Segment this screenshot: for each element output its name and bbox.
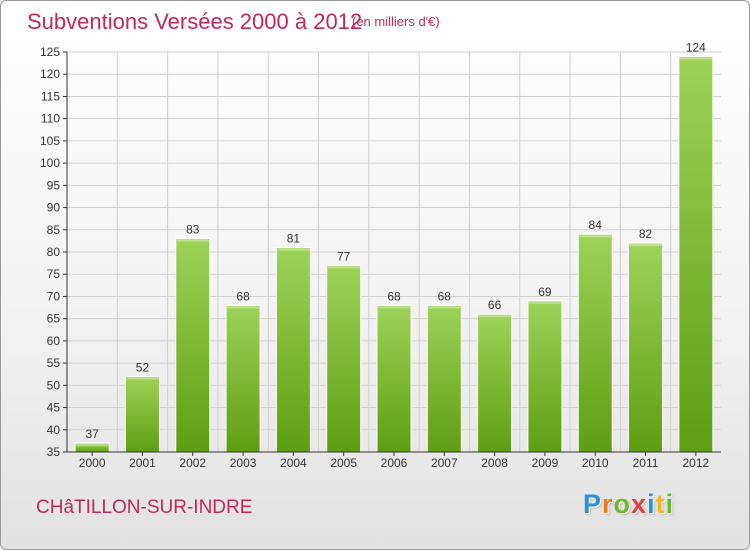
y-tick-label: 105 (40, 134, 60, 148)
x-tick-label-2012: 2012 (682, 456, 709, 470)
x-tick-label-2007: 2007 (431, 456, 458, 470)
bar-2011 (628, 242, 664, 453)
y-tick-label: 65 (47, 312, 61, 326)
bar-2007 (426, 304, 462, 453)
bar-highlight (579, 235, 612, 238)
logo-letter: t (655, 489, 666, 519)
bar-highlight (227, 306, 260, 309)
bar-highlight (76, 444, 109, 447)
y-tick-label: 80 (47, 245, 61, 259)
bar-highlight (277, 248, 310, 251)
x-tick-label-2005: 2005 (330, 456, 357, 470)
bar-2012 (678, 55, 714, 453)
x-tick-label-2001: 2001 (129, 456, 156, 470)
y-tick-label: 45 (47, 401, 61, 415)
bar-highlight (327, 266, 360, 269)
bar-2005 (326, 264, 362, 453)
y-tick-label: 100 (40, 156, 60, 170)
bar-2009 (527, 300, 563, 453)
data-label-2012: 124 (686, 40, 706, 54)
y-tick-label: 115 (41, 89, 60, 103)
logo-letter: i (665, 489, 675, 519)
bar-highlight (478, 315, 511, 318)
y-tick-label: 95 (47, 178, 61, 192)
data-label-2001: 52 (136, 360, 150, 374)
x-tick-label-2008: 2008 (481, 456, 508, 470)
data-label-2005: 77 (337, 249, 351, 263)
data-label-2008: 66 (488, 298, 502, 312)
x-axis-tick-labels: 2000 2001 2002 2003 2004 2005 2006 2007 2008 2009… (79, 456, 710, 470)
bar-2001 (124, 375, 160, 453)
bar-2002 (175, 238, 211, 453)
data-label-2003: 68 (236, 289, 250, 303)
data-label-2011: 82 (639, 227, 653, 241)
bar-highlight (679, 57, 712, 60)
logo-letter: i (647, 489, 656, 519)
bar-2003 (225, 304, 261, 453)
y-tick-label: 35 (47, 445, 61, 459)
y-tick-label: 60 (47, 334, 61, 348)
bar-highlight (176, 239, 209, 242)
bar-2004 (275, 247, 311, 453)
x-tick-label-2000: 2000 (79, 456, 106, 470)
data-label-2004: 81 (287, 232, 301, 246)
y-tick-label: 125 (40, 45, 60, 59)
bar-2010 (577, 233, 613, 453)
x-tick-label-2002: 2002 (179, 456, 206, 470)
data-label-2009: 69 (538, 285, 552, 299)
proxiti-logo: Proxiti (583, 489, 674, 520)
chart-subtitle: (en milliers d'€) (352, 14, 440, 29)
y-tick-label: 70 (47, 289, 61, 303)
bar-highlight (528, 301, 561, 304)
data-label-2010: 84 (589, 218, 603, 232)
data-label-2007: 68 (438, 289, 452, 303)
data-label-2006: 68 (387, 289, 401, 303)
y-tick-label: 50 (47, 378, 61, 392)
logo-letter: o (613, 489, 632, 519)
bar-highlight (629, 244, 662, 247)
axes (63, 51, 721, 456)
data-label-2002: 83 (186, 223, 200, 237)
bar-highlight (428, 306, 461, 309)
y-tick-label: 120 (40, 67, 60, 81)
bar-highlight (378, 306, 410, 309)
y-tick-label: 110 (41, 112, 60, 126)
logo-letter: r (602, 489, 614, 519)
logo-letter: P (583, 489, 603, 519)
city-name: CHâTILLON-SUR-INDRE (36, 497, 253, 518)
data-label-2000: 37 (85, 427, 99, 441)
x-tick-label-2006: 2006 (381, 456, 408, 470)
bar-2008 (477, 313, 513, 453)
y-tick-label: 55 (47, 356, 61, 370)
bar-highlight (126, 377, 159, 380)
bar-2006 (376, 304, 412, 453)
logo-letter: x (631, 489, 648, 519)
y-tick-label: 40 (47, 423, 61, 437)
x-tick-label-2010: 2010 (582, 456, 609, 470)
y-tick-label: 75 (47, 267, 61, 281)
chart-title: Subventions Versées 2000 à 2012 (27, 9, 363, 34)
y-tick-label: 90 (47, 201, 61, 215)
y-tick-label: 85 (47, 223, 61, 237)
bars (74, 55, 714, 453)
data-labels: 37 52 83 68 81 77 68 68 66 69 84 82 124 (85, 40, 706, 441)
x-tick-label-2009: 2009 (532, 456, 559, 470)
x-tick-label-2004: 2004 (280, 456, 307, 470)
y-axis-tick-labels: 35 40 45 50 55 60 65 70 75 80 85 90 95 100 105 110 115 12… (40, 45, 60, 459)
x-tick-label-2003: 2003 (230, 456, 257, 470)
x-tick-label-2011: 2011 (633, 456, 659, 470)
